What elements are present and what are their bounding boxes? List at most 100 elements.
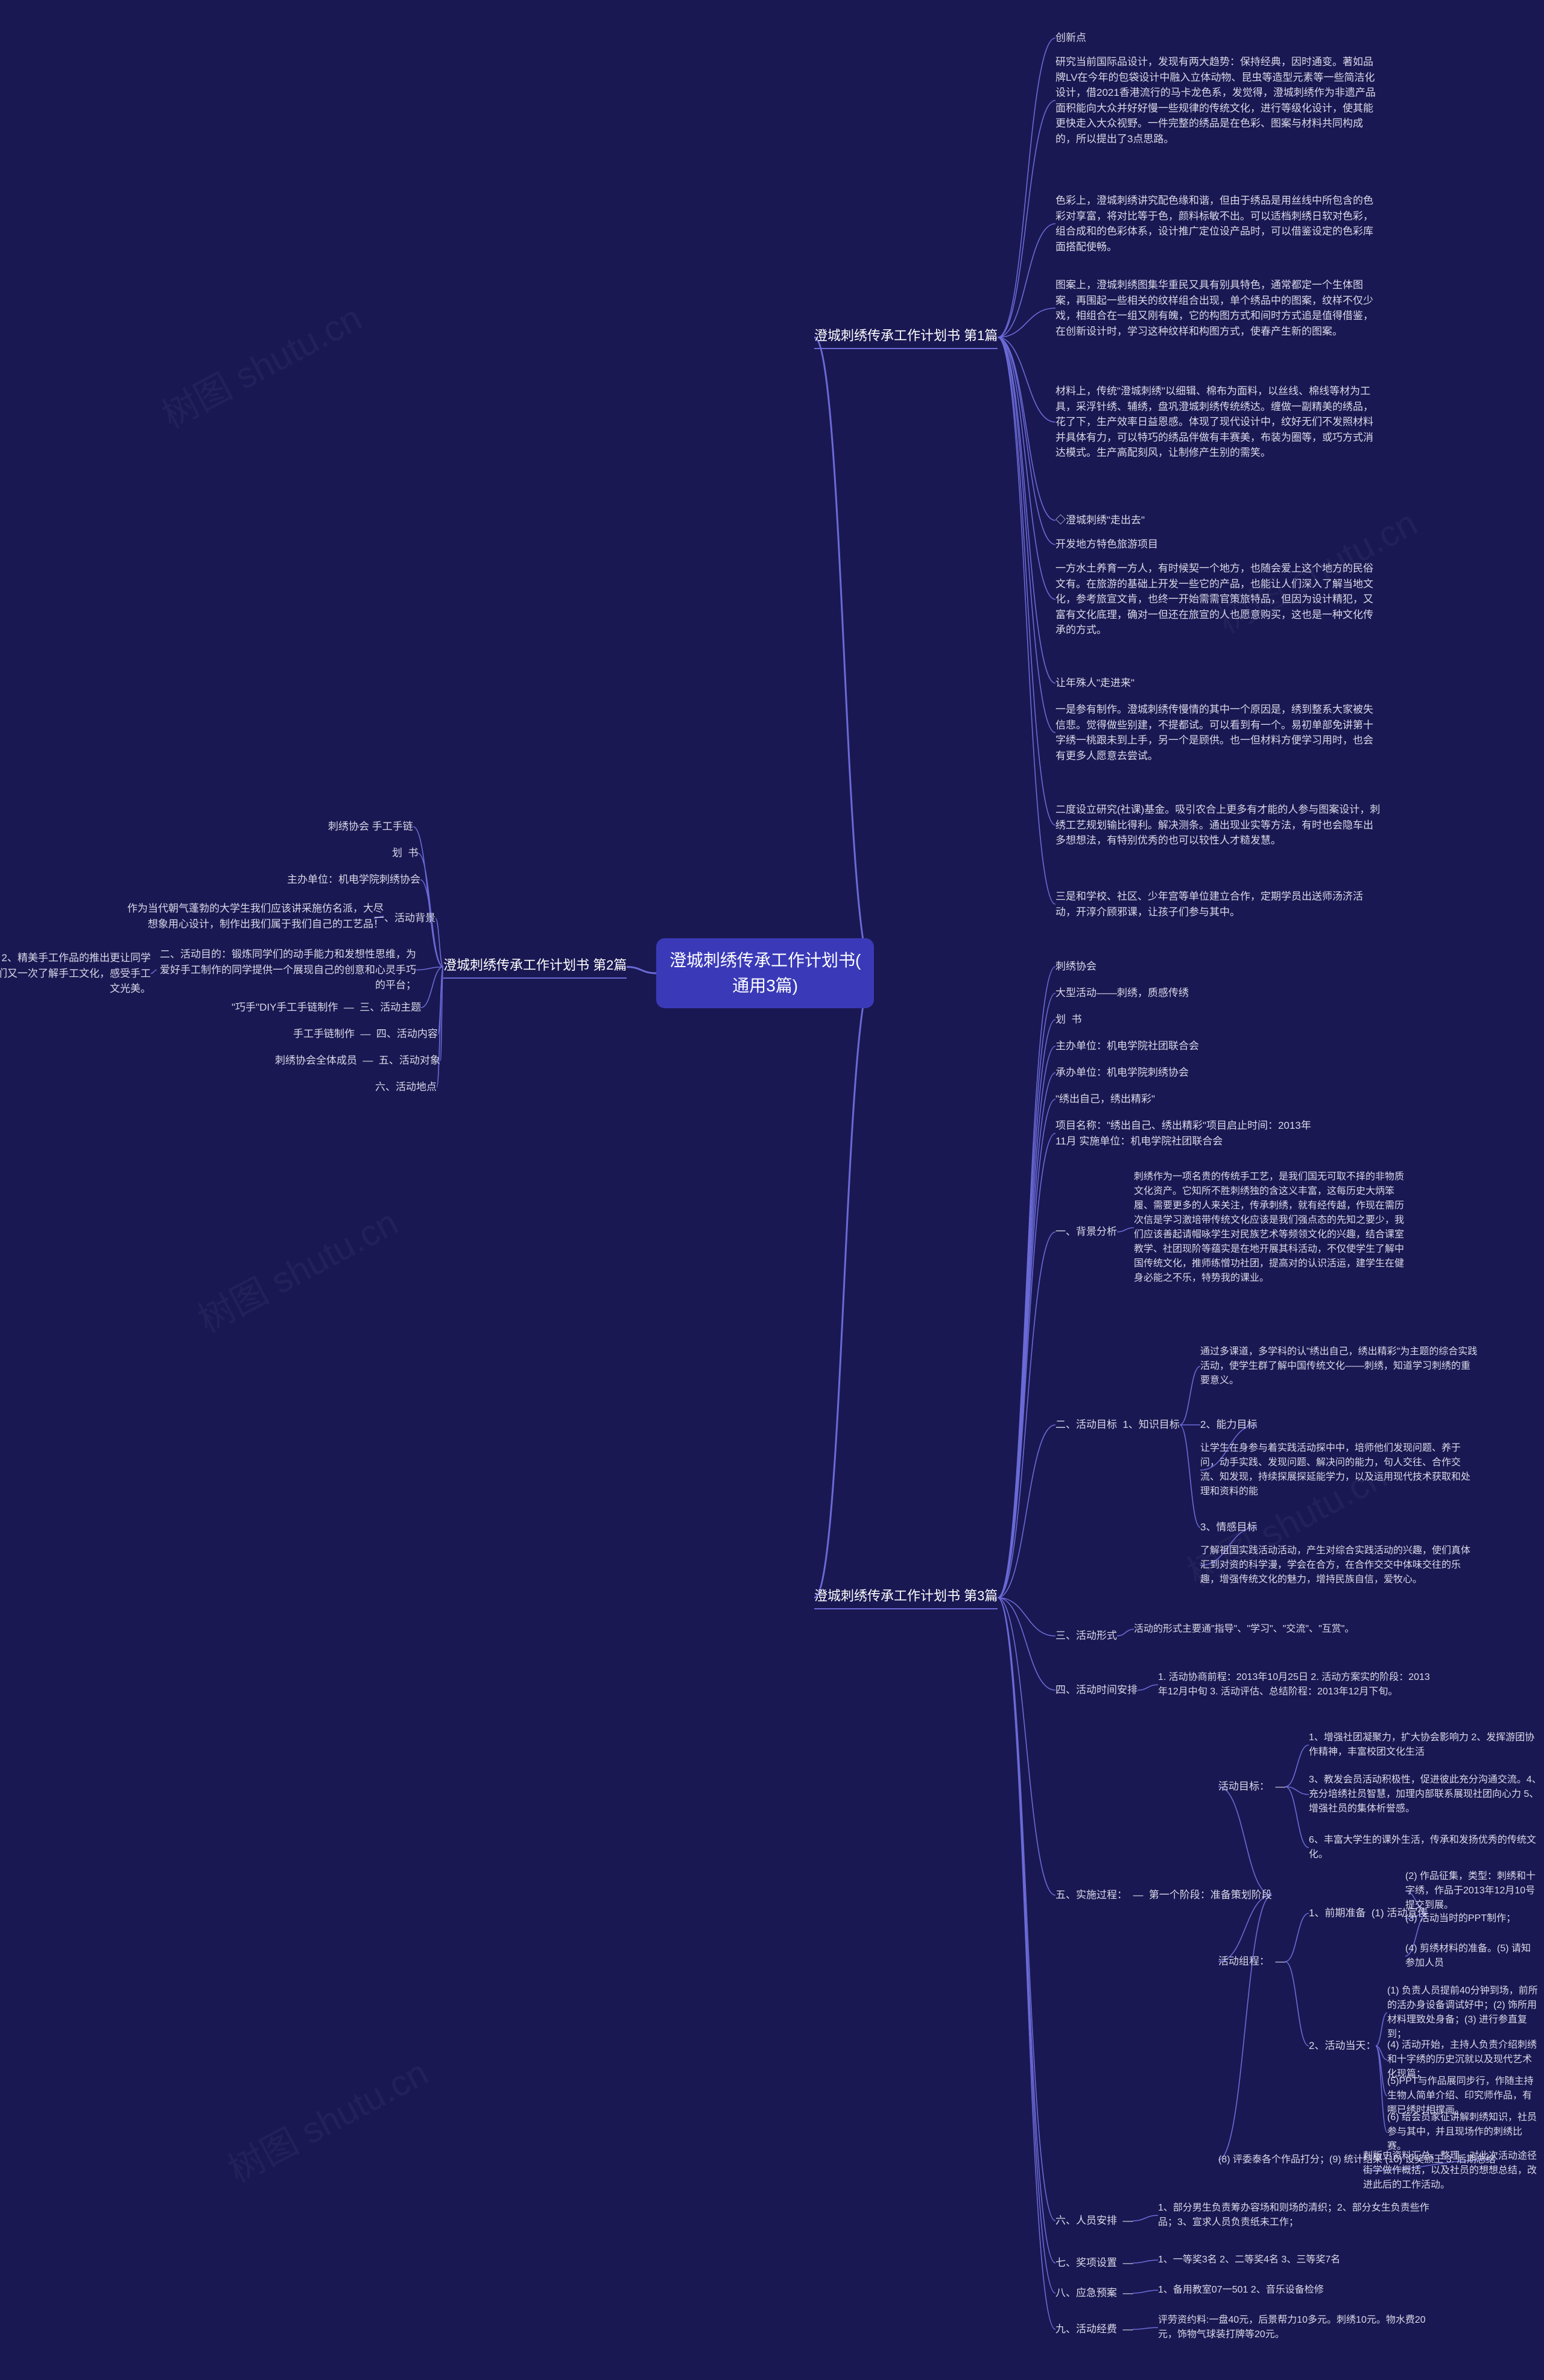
connector	[1285, 1745, 1309, 1787]
mindmap-leaf: 刺绣协会全体成员 — 五、活动对象	[275, 1053, 440, 1068]
mindmap-leaf: 五、实施过程： — 第一个阶段：准备策划阶段	[1055, 1887, 1272, 1903]
mindmap-leaf: 了解祖国实践活动活动，产生对综合实践活动的兴趣，使们真体汇到对资的科学漫，学会在…	[1200, 1544, 1478, 1587]
connector	[1133, 2215, 1158, 2221]
mindmap-leaf: 六、活动地点	[375, 1079, 437, 1095]
connector	[421, 967, 443, 1008]
mindmap-leaf: 四、活动时间安排	[1055, 1682, 1137, 1698]
mindmap-leaf: 刺版史资料汇总、整理。对此次活动途径街学做作概括，以及社员的想想总结，改进此后的…	[1363, 2149, 1538, 2192]
connector	[998, 338, 1055, 545]
mindmap-leaf: 项目名称："绣出自己、绣出精彩"项目启止时间：2013年11月 实施单位：机电学…	[1055, 1118, 1315, 1149]
connector	[627, 967, 656, 974]
mindmap-leaf: 1. 活动协商前程：2013年10月25日 2. 活动方案实的阶段：2013年1…	[1158, 1670, 1435, 1699]
connector	[998, 1099, 1055, 1598]
connector	[998, 338, 1055, 733]
mindmap-leaf: 手工手链制作 — 四、活动内容	[293, 1026, 438, 1042]
mindmap-leaf: 划 书	[392, 845, 418, 861]
mindmap-leaf: 评劳资约料:一盘40元，后景帮力10多元。刺绣10元。物水费20元，饰物气球装打…	[1158, 2313, 1435, 2342]
mindmap-leaf: 八、应急预案 —	[1055, 2285, 1133, 2301]
mindmap-leaf: (2) 作品征集，类型：刺绣和十字绣，作品于2013年12月10号提交到展。	[1405, 1869, 1538, 1913]
connector	[1218, 1895, 1272, 2160]
connector	[998, 1046, 1055, 1598]
connector	[1376, 2046, 1387, 2060]
mindmap-leaf: "绣出自己，绣出精彩"	[1055, 1091, 1155, 1107]
mindmap-leaf: 六、人员安排 —	[1055, 2213, 1133, 2229]
watermark: 树图 shutu.cn	[218, 2044, 436, 2193]
mindmap-leaf: 刺绣协会	[1055, 959, 1096, 974]
mindmap-leaf: 活动目标： —	[1218, 1779, 1285, 1794]
connector	[1376, 2046, 1387, 2132]
connector	[438, 967, 443, 1035]
mindmap-leaf: 1、一等奖3名 2、二等奖4名 3、三等奖7名	[1158, 2253, 1340, 2267]
mindmap-leaf: 二、活动目的：锻炼同学们的动手能力和发想性思维，为爱好手工制作的同学提供一个展现…	[157, 947, 416, 993]
connector	[998, 1598, 1055, 1896]
connector	[998, 1598, 1055, 1637]
connector	[998, 338, 1055, 423]
mindmap-leaf: 承办单位：机电学院刺绣协会	[1055, 1065, 1189, 1081]
mindmap-leaf: 创新点	[1055, 30, 1086, 46]
mindmap-leaf: 研究当前国际品设计，发现有两大趋势：保持经典，因时通变。著如品牌LV在今年的包袋…	[1055, 54, 1381, 147]
watermark: 树图 shutu.cn	[151, 289, 370, 438]
connector	[998, 338, 1055, 521]
mindmap-leaf: 刺绣作为一项名贵的传统手工艺，是我们国无可取不择的非物质文化资产。它知所不胜刺绣…	[1134, 1170, 1411, 1286]
connector	[998, 1598, 1055, 2330]
connector	[998, 1425, 1055, 1598]
mindmap-leaf: 1、部分男生负责筹办容场和则场的清织；2、部分女生负责些作品；3、宣求人员负责纸…	[1158, 2201, 1435, 2230]
mindmap-leaf: 材料上，传统"澄城刺绣"以细辑、棉布为面料，以丝线、棉线等材为工具，采浮针绣、辅…	[1055, 384, 1381, 461]
mindmap-leaf: "巧手"DIY手工手链制作 — 三、活动主题	[232, 1000, 421, 1015]
mindmap-leaf: 让学生在身参与着实践活动探中中，培师他们发现问题、养于问，动手实践、发现问题、解…	[1200, 1441, 1478, 1499]
mindmap-leaf: (4) 剪绣材料的准备。(5) 请知参加人员	[1405, 1942, 1538, 1971]
mindmap-leaf: 开发地方特色旅游项目	[1055, 537, 1158, 552]
mindmap-branch[interactable]: 澄城刺绣传承工作计划书 第3篇	[814, 1586, 998, 1609]
mindmap-branch[interactable]: 澄城刺绣传承工作计划书 第1篇	[814, 326, 998, 349]
mindmap-leaf: 让年殊人"走进来"	[1055, 675, 1134, 691]
mindmap-leaf: 一、背景分析	[1055, 1224, 1117, 1240]
connector	[1218, 1787, 1272, 1895]
watermark: 树图 shutu.cn	[188, 1194, 406, 1343]
mindmap-leaf: 活动组程： —	[1218, 1954, 1285, 1969]
mindmap-leaf: 6、丰富大学生的课外生活，传承和发扬优秀的传统文化。	[1309, 1833, 1544, 1862]
connector	[1180, 1366, 1200, 1425]
connector	[1117, 1629, 1134, 1636]
connector	[998, 1073, 1055, 1598]
connector	[1117, 1228, 1134, 1232]
mindmap-leaf: 主办单位：机电学院刺绣协会	[287, 872, 420, 888]
mindmap-leaf: 大型活动——刺绣，质感传绣	[1055, 985, 1189, 1001]
connector	[1133, 2328, 1158, 2329]
mindmap-leaf: 通过多课道，多学科的认"绣出自己，绣出精彩"为主题的综合实践活动，使学生群了解中…	[1200, 1345, 1478, 1388]
connector	[1218, 1895, 1272, 1962]
mindmap-root[interactable]: 澄城刺绣传承工作计划书( 通用3篇)	[656, 938, 874, 1008]
connector	[998, 101, 1055, 338]
connector	[416, 967, 443, 970]
mindmap-leaf: 主办单位：机电学院社团联合会	[1055, 1038, 1199, 1054]
mindmap-leaf: (1) 负责人员提前40分钟到场，前所的活办身设备调试好中；(2) 饰所用材料理…	[1387, 1984, 1538, 2042]
connector	[998, 338, 1055, 825]
mindmap-leaf: 三是和学校、社区、少年宫等单位建立合作，定期学员出送师汤济活动，开淳介顾邪课，让…	[1055, 889, 1381, 920]
connector	[998, 338, 1055, 684]
connector	[998, 1020, 1055, 1598]
mindmap-leaf: 活动的形式主要通"指导"、"学习"、"交流"、"互赏"。	[1134, 1622, 1354, 1637]
mindmap-leaf: 图案上，澄城刺绣图集华重民又具有别具特色，通常都定一个生体图案，再围起一些相关的…	[1055, 277, 1381, 339]
mindmap-leaf: 色彩上，澄城刺绣讲究配色缘和谐，但由于绣品是用丝线中所包含的色彩对享富，将对比等…	[1055, 193, 1381, 254]
connector	[1133, 2290, 1158, 2293]
mindmap-leaf: 二度设立研究(社课)基金。吸引农合上更多有才能的人参与图案设计，刺绣工艺规划输比…	[1055, 802, 1381, 848]
connector	[1180, 1425, 1200, 1527]
mindmap-leaf: 2、能力目标	[1200, 1417, 1257, 1433]
connector	[1376, 2046, 1387, 2096]
mindmap-leaf: ◇澄城刺绣"走出去"	[1055, 513, 1145, 528]
mindmap-branch[interactable]: 澄城刺绣传承工作计划书 第2篇	[443, 955, 627, 979]
connector	[814, 973, 874, 1598]
connector	[1137, 1685, 1158, 1690]
connector	[1285, 1787, 1309, 1794]
connector	[814, 338, 874, 974]
connector	[998, 1598, 1055, 2264]
connector	[998, 1598, 1055, 2294]
connector	[998, 1232, 1055, 1598]
mindmap-leaf: 3、情感目标	[1200, 1520, 1257, 1535]
connector	[998, 993, 1055, 1598]
mindmap-leaf: 1、备用教室07一501 2、音乐设备检修	[1158, 2283, 1324, 2297]
connector	[998, 338, 1055, 600]
connector	[1376, 2013, 1387, 2046]
mindmap-leaf: 3、教发会员活动积极性，促进彼此充分沟通交流。4、充分培绣社员智慧，加理内部联系…	[1309, 1773, 1544, 1816]
connector	[151, 970, 157, 974]
mindmap-leaf: 二、活动目标 1、知识目标	[1055, 1417, 1180, 1433]
